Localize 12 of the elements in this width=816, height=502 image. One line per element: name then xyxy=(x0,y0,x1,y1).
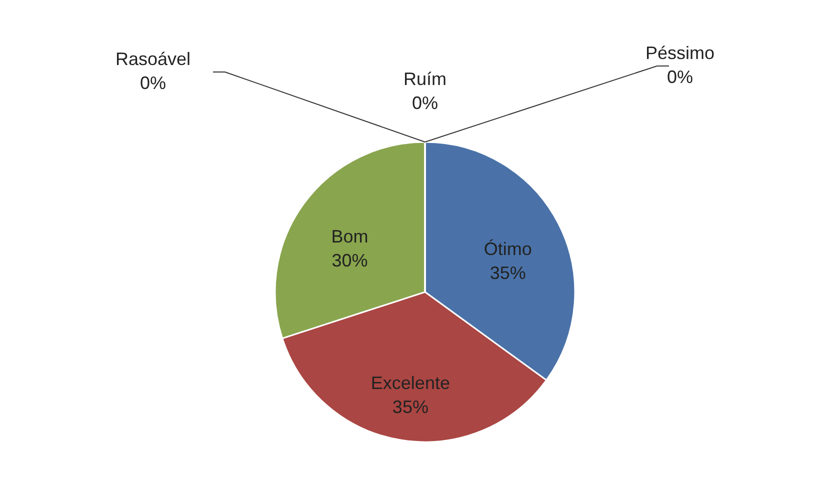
slice-label: Excelente xyxy=(370,372,450,393)
data-label: 30% xyxy=(332,250,368,270)
category-label: Rasoável xyxy=(115,49,191,69)
category-label: Péssimo xyxy=(645,43,715,63)
text: 0% xyxy=(140,73,166,93)
category-label: Ruím xyxy=(403,69,447,89)
text: 0% xyxy=(666,67,694,87)
data-label: 35% xyxy=(392,396,428,417)
text: 0% xyxy=(412,93,438,113)
slice-label: Ótimo xyxy=(484,238,532,259)
slice-label: Bom xyxy=(331,226,368,246)
data-label: 35% xyxy=(490,262,526,283)
